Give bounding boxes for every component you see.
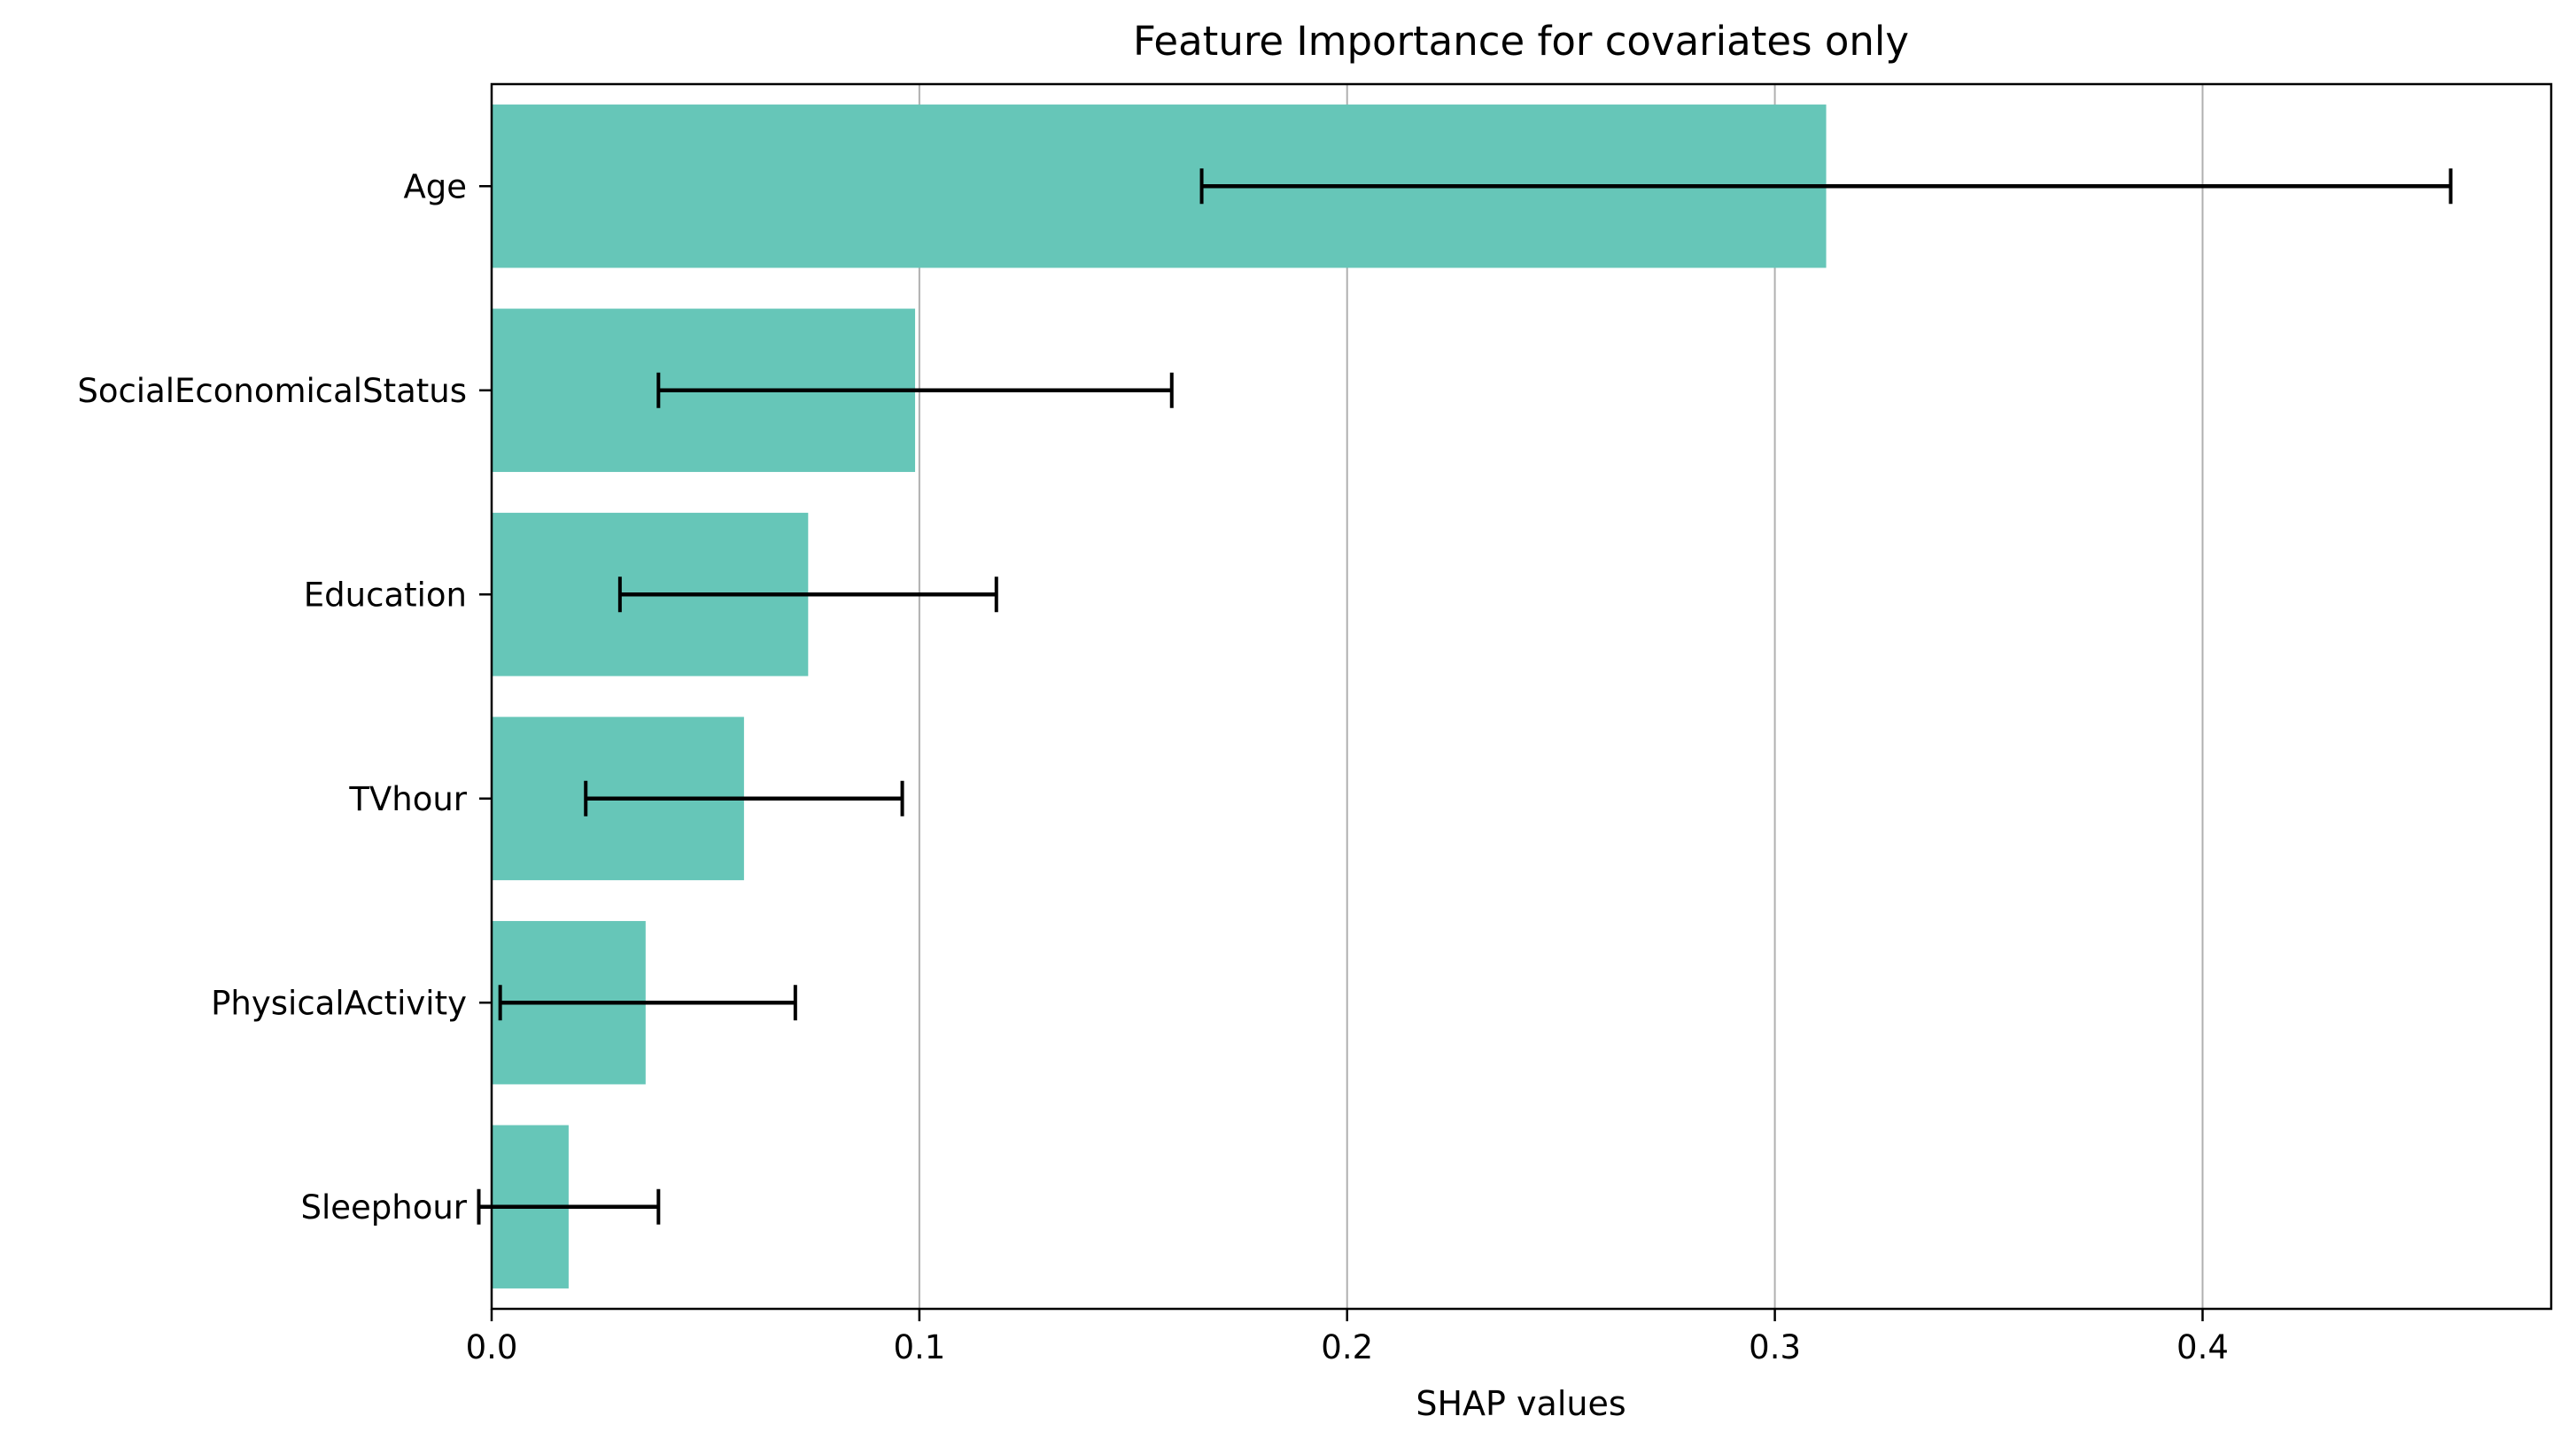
x-tick-label: 0.4 [2176,1328,2229,1366]
x-axis-label: SHAP values [1416,1384,1626,1423]
y-tick-label: SocialEconomicalStatus [77,372,467,410]
error-bars [477,168,2453,1225]
x-tick-label: 0.1 [893,1328,945,1366]
chart-title: Feature Importance for covariates only [1133,18,1909,65]
x-tick-label: 0.3 [1749,1328,1801,1366]
plot-frame [490,82,2553,1311]
y-tick-label: Sleephour [300,1188,467,1226]
y-tick-label: Age [403,167,467,205]
y-tick-label: TVhour [348,780,467,818]
axis-ticks: 0.0 0.1 0.2 0.3 0.4 Age SocialEconomicalStatus… [77,167,2229,1366]
x-tick-label: 0.2 [1321,1328,1373,1366]
x-tick-label: 0.0 [466,1328,518,1366]
y-tick-label: PhysicalActivity [211,984,467,1022]
y-tick-label: Education [304,576,467,614]
